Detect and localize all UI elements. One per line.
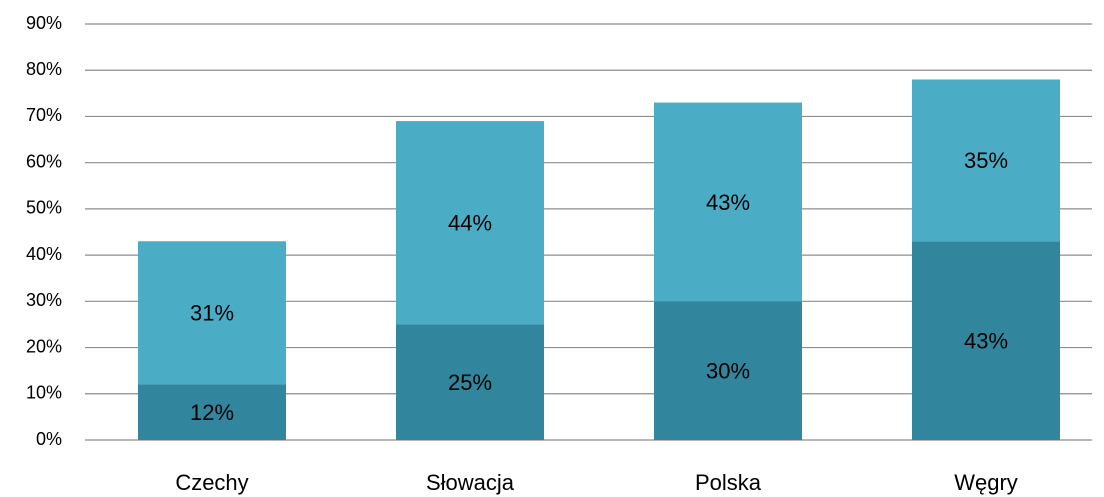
y-tick-label: 70% [26, 105, 62, 125]
bar-segment [138, 241, 286, 385]
x-tick-label: Węgry [954, 470, 1018, 495]
x-tick-label: Słowacja [426, 470, 515, 495]
y-tick-label: 80% [26, 59, 62, 79]
value-label: 35% [964, 148, 1008, 173]
bar-segment [912, 241, 1060, 440]
y-tick-label: 0% [36, 429, 62, 449]
y-tick-label: 40% [26, 244, 62, 264]
value-label: 44% [448, 211, 492, 236]
bar-segment [654, 102, 802, 302]
bar-segment [912, 79, 1060, 242]
value-label: 43% [964, 328, 1008, 353]
y-tick-label: 60% [26, 151, 62, 171]
value-label: 30% [706, 358, 750, 383]
bar-segment [396, 324, 544, 440]
value-label: 31% [190, 301, 234, 326]
value-label: 25% [448, 370, 492, 395]
y-tick-label: 30% [26, 290, 62, 310]
bar-segment [396, 121, 544, 325]
y-tick-label: 90% [26, 13, 62, 33]
value-label: 43% [706, 190, 750, 215]
y-tick-label: 10% [26, 383, 62, 403]
y-tick-label: 50% [26, 198, 62, 218]
bar-segment [654, 301, 802, 440]
x-tick-label: Polska [695, 470, 762, 495]
value-label: 12% [190, 400, 234, 425]
bar-segment [138, 384, 286, 440]
x-tick-label: Czechy [175, 470, 248, 495]
y-tick-label: 20% [26, 336, 62, 356]
